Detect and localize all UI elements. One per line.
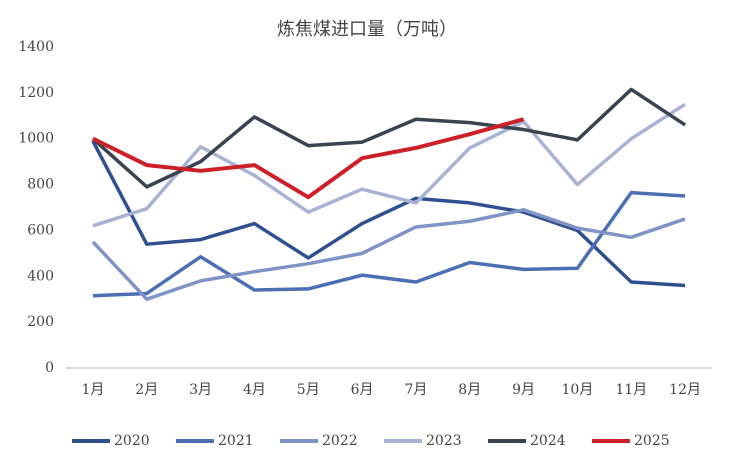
x-tick-label: 10月 [562,382,594,398]
series-line [91,208,686,301]
y-tick-label: 200 [27,314,54,330]
series-line [91,140,686,288]
y-tick-label: 1200 [18,85,54,101]
x-tick-label: 6月 [351,382,374,398]
chart-title: 炼焦煤进口量（万吨） [277,19,457,40]
x-tick-label: 9月 [512,382,535,398]
legend-label: 2025 [634,433,670,449]
x-tick-label: 1月 [81,382,104,398]
legend-label: 2020 [114,433,150,449]
x-tick-label: 12月 [669,382,701,398]
y-tick-label: 800 [27,177,54,193]
legend-label: 2024 [530,433,566,449]
y-tick-label: 400 [27,268,54,284]
y-tick-label: 1000 [18,131,54,147]
series-line [92,102,687,228]
legend-label: 2022 [322,433,358,449]
y-tick-label: 600 [27,222,54,238]
x-tick-label: 3月 [189,382,212,398]
series-line [92,117,525,200]
x-tick-label: 8月 [458,382,481,398]
legend-label: 2021 [218,433,254,449]
x-tick-label: 11月 [615,382,647,398]
x-tick-label: 2月 [135,382,158,398]
y-tick-label: 1400 [18,39,54,55]
legend-label: 2023 [426,433,462,449]
series-line [91,87,687,189]
x-tick-label: 4月 [243,382,266,398]
x-tick-label: 5月 [297,382,320,398]
y-tick-label: 0 [45,360,54,376]
series-line [92,190,686,298]
x-tick-label: 7月 [404,382,427,398]
